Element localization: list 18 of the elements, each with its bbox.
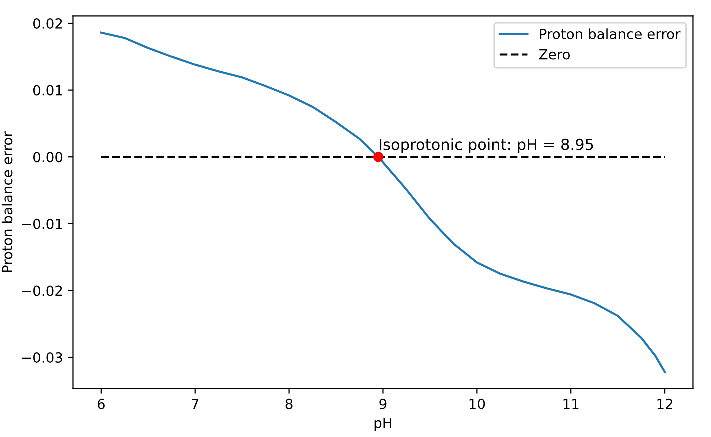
x-tick-label: 10 bbox=[470, 398, 486, 410]
x-tick-label: 8 bbox=[286, 398, 293, 410]
y-tick-label: −0.03 bbox=[22, 352, 62, 364]
x-tick-label: 6 bbox=[98, 398, 105, 410]
x-tick-label: 11 bbox=[564, 399, 579, 410]
x-tick-label: 9 bbox=[380, 398, 387, 410]
x-axis-title: pH bbox=[374, 418, 392, 432]
y-tick-label: 0.01 bbox=[34, 85, 62, 96]
y-tick-label: 0.02 bbox=[34, 18, 62, 29]
y-tick-label: −0.01 bbox=[22, 218, 62, 230]
x-tick-label: 12 bbox=[658, 398, 672, 410]
legend-label: Zero bbox=[539, 49, 570, 60]
y-axis-title: Proton balance error bbox=[2, 132, 13, 272]
x-tick-label: 7 bbox=[192, 399, 199, 410]
legend-label: Proton balance error bbox=[540, 28, 681, 40]
y-tick-label: −0.02 bbox=[22, 286, 62, 296]
y-tick-label: 0.00 bbox=[34, 152, 63, 163]
annotation: Isoprotonic point: pH = 8.95 bbox=[380, 138, 594, 154]
